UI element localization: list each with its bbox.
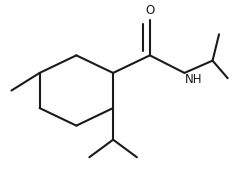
Text: O: O xyxy=(145,4,154,17)
Text: NH: NH xyxy=(184,73,202,87)
